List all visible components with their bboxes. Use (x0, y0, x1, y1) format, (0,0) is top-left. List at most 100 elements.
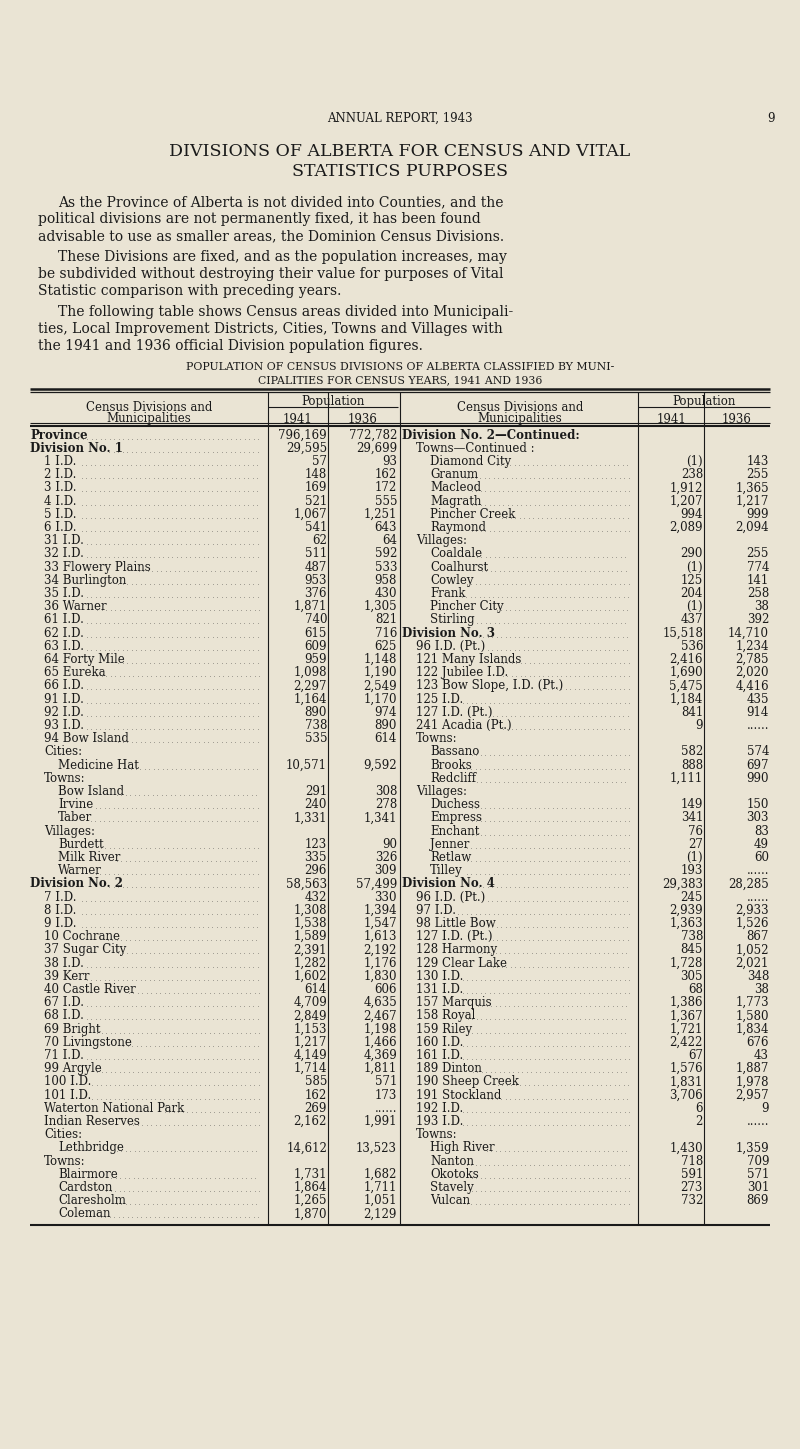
Text: Macleod: Macleod (430, 481, 481, 494)
Text: 582: 582 (681, 745, 703, 758)
Text: Census Divisions and: Census Divisions and (86, 401, 212, 414)
Text: Census Divisions and: Census Divisions and (457, 401, 583, 414)
Text: 143: 143 (746, 455, 769, 468)
Text: Villages:: Villages: (416, 535, 467, 548)
Text: 376: 376 (305, 587, 327, 600)
Text: ......: ...... (746, 891, 769, 904)
Text: 1,148: 1,148 (364, 653, 397, 667)
Text: Division No. 4: Division No. 4 (402, 877, 495, 890)
Text: 121 Many Islands: 121 Many Islands (416, 653, 522, 667)
Text: 1,602: 1,602 (294, 969, 327, 982)
Text: (1): (1) (686, 561, 703, 574)
Text: 148: 148 (305, 468, 327, 481)
Text: 732: 732 (681, 1194, 703, 1207)
Text: 4,369: 4,369 (363, 1049, 397, 1062)
Text: Municipalities: Municipalities (478, 412, 562, 425)
Text: 1,363: 1,363 (670, 917, 703, 930)
Text: 341: 341 (681, 811, 703, 824)
Text: 131 I.D.: 131 I.D. (416, 982, 463, 995)
Text: 890: 890 (374, 719, 397, 732)
Text: 430: 430 (374, 587, 397, 600)
Text: Pincher Creek: Pincher Creek (430, 507, 515, 520)
Text: 2,129: 2,129 (364, 1207, 397, 1220)
Text: 258: 258 (746, 587, 769, 600)
Text: 2,785: 2,785 (735, 653, 769, 667)
Text: ties, Local Improvement Districts, Cities, Towns and Villages with: ties, Local Improvement Districts, Citie… (38, 322, 502, 336)
Text: 38: 38 (754, 982, 769, 995)
Text: Cities:: Cities: (44, 745, 82, 758)
Text: 1936: 1936 (722, 413, 752, 426)
Text: 269: 269 (305, 1101, 327, 1114)
Text: Division No. 2—Continued:: Division No. 2—Continued: (402, 429, 580, 442)
Text: 38 I.D.: 38 I.D. (44, 956, 84, 969)
Text: 193 I.D.: 193 I.D. (416, 1114, 463, 1127)
Text: 189 Dinton: 189 Dinton (416, 1062, 482, 1075)
Text: 94 Bow Island: 94 Bow Island (44, 732, 129, 745)
Text: 1,190: 1,190 (363, 667, 397, 680)
Text: 255: 255 (746, 548, 769, 561)
Text: the 1941 and 1936 official Division population figures.: the 1941 and 1936 official Division popu… (38, 339, 423, 354)
Text: 240: 240 (305, 798, 327, 811)
Text: 625: 625 (374, 639, 397, 652)
Text: 69 Bright: 69 Bright (44, 1023, 101, 1036)
Text: 1,978: 1,978 (735, 1075, 769, 1088)
Text: 62: 62 (312, 535, 327, 548)
Text: 740: 740 (305, 613, 327, 626)
Text: Cities:: Cities: (44, 1129, 82, 1142)
Text: 591: 591 (681, 1168, 703, 1181)
Text: 521: 521 (305, 494, 327, 507)
Text: Nanton: Nanton (430, 1155, 474, 1168)
Text: 614: 614 (374, 732, 397, 745)
Text: Medicine Hat: Medicine Hat (58, 758, 139, 771)
Text: 159 Riley: 159 Riley (416, 1023, 472, 1036)
Text: 9: 9 (695, 719, 703, 732)
Text: 2 I.D.: 2 I.D. (44, 468, 76, 481)
Text: Okotoks: Okotoks (430, 1168, 478, 1181)
Text: Milk River: Milk River (58, 851, 120, 864)
Text: 2: 2 (696, 1114, 703, 1127)
Text: These Divisions are fixed, and as the population increases, may: These Divisions are fixed, and as the po… (58, 251, 507, 264)
Text: 29,595: 29,595 (286, 442, 327, 455)
Text: Statistic comparison with preceding years.: Statistic comparison with preceding year… (38, 284, 342, 298)
Text: 1,580: 1,580 (735, 1010, 769, 1023)
Text: 31 I.D.: 31 I.D. (44, 535, 84, 548)
Text: 1,711: 1,711 (364, 1181, 397, 1194)
Text: 536: 536 (681, 639, 703, 652)
Text: 1941: 1941 (656, 413, 686, 426)
Text: 129 Clear Lake: 129 Clear Lake (416, 956, 507, 969)
Text: 57: 57 (312, 455, 327, 468)
Text: Municipalities: Municipalities (106, 412, 191, 425)
Text: Blairmore: Blairmore (58, 1168, 118, 1181)
Text: Stavely: Stavely (430, 1181, 474, 1194)
Text: 76: 76 (688, 824, 703, 838)
Text: 914: 914 (746, 706, 769, 719)
Text: 43: 43 (754, 1049, 769, 1062)
Text: 1,682: 1,682 (364, 1168, 397, 1181)
Text: 2,162: 2,162 (294, 1114, 327, 1127)
Text: 100 I.D.: 100 I.D. (44, 1075, 91, 1088)
Text: 4,416: 4,416 (735, 680, 769, 693)
Text: 1,251: 1,251 (364, 507, 397, 520)
Text: 1,217: 1,217 (294, 1036, 327, 1049)
Text: Duchess: Duchess (430, 798, 480, 811)
Text: 1,690: 1,690 (670, 667, 703, 680)
Text: 709: 709 (746, 1155, 769, 1168)
Text: 192 I.D.: 192 I.D. (416, 1101, 463, 1114)
Text: 127 I.D. (Pt.): 127 I.D. (Pt.) (416, 706, 493, 719)
Text: 1,111: 1,111 (670, 772, 703, 785)
Text: Granum: Granum (430, 468, 478, 481)
Text: 2,020: 2,020 (735, 667, 769, 680)
Text: 796,169: 796,169 (278, 429, 327, 442)
Text: High River: High River (430, 1142, 494, 1155)
Text: 32 I.D.: 32 I.D. (44, 548, 84, 561)
Text: 643: 643 (374, 520, 397, 533)
Text: 296: 296 (305, 864, 327, 877)
Text: 9: 9 (767, 112, 775, 125)
Text: 68: 68 (688, 982, 703, 995)
Text: 7 I.D.: 7 I.D. (44, 891, 77, 904)
Text: 1,359: 1,359 (735, 1142, 769, 1155)
Text: 13,523: 13,523 (356, 1142, 397, 1155)
Text: 1,721: 1,721 (670, 1023, 703, 1036)
Text: 1,714: 1,714 (294, 1062, 327, 1075)
Text: Coaldale: Coaldale (430, 548, 482, 561)
